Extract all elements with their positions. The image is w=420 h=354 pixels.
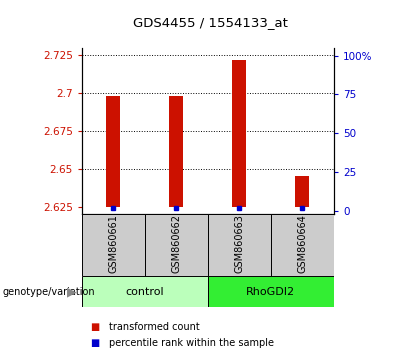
Text: RhoGDI2: RhoGDI2: [247, 287, 295, 297]
Text: GSM860661: GSM860661: [108, 215, 118, 273]
Text: GSM860664: GSM860664: [297, 215, 307, 273]
Text: GDS4455 / 1554133_at: GDS4455 / 1554133_at: [133, 16, 287, 29]
Text: GSM860663: GSM860663: [234, 215, 244, 273]
Bar: [145, 214, 208, 276]
Bar: [170, 96, 184, 207]
Bar: [271, 214, 334, 276]
Bar: [208, 214, 271, 276]
Bar: [107, 96, 121, 207]
Bar: [82, 276, 208, 307]
Text: GSM860662: GSM860662: [171, 215, 181, 273]
Bar: [208, 276, 334, 307]
Text: ■: ■: [90, 322, 100, 332]
Text: ■: ■: [90, 338, 100, 348]
Bar: [233, 60, 247, 207]
Text: ▶: ▶: [67, 285, 76, 298]
Text: percentile rank within the sample: percentile rank within the sample: [109, 338, 274, 348]
Text: control: control: [126, 287, 164, 297]
Bar: [296, 176, 309, 207]
Text: genotype/variation: genotype/variation: [2, 287, 95, 297]
Text: transformed count: transformed count: [109, 322, 200, 332]
Bar: [82, 214, 145, 276]
